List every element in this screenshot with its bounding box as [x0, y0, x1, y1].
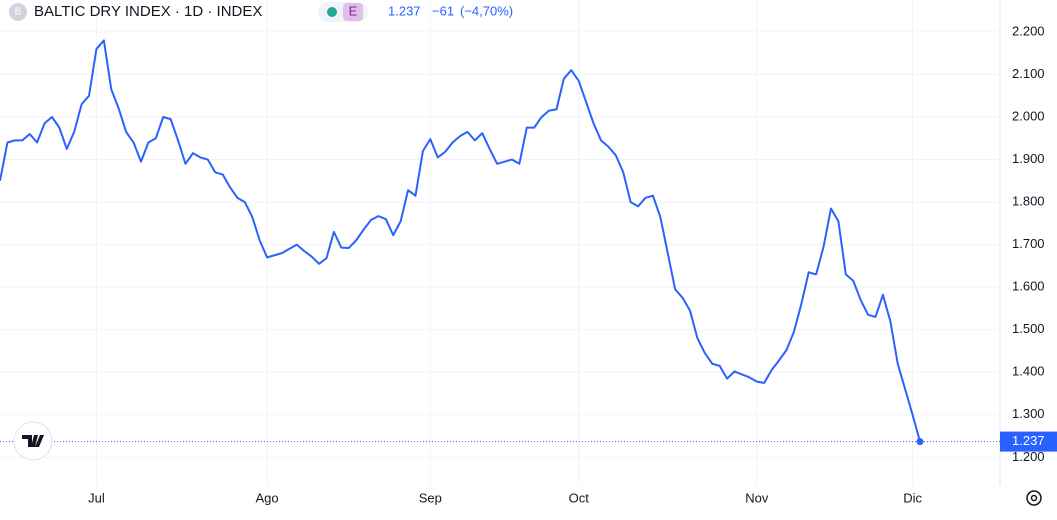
- y-tick-label: 1.700: [1012, 236, 1045, 251]
- change-pct: (−4,70%): [460, 3, 513, 18]
- settings-icon[interactable]: [1026, 490, 1042, 506]
- y-tick-label: 1.900: [1012, 151, 1045, 166]
- symbol: BALTIC DRY INDEX · 1D · INDEX: [34, 3, 262, 20]
- x-tick-label: Sep: [419, 490, 442, 505]
- badge-box: [343, 3, 363, 21]
- x-tick-label: Nov: [745, 490, 769, 505]
- logo-circle: [9, 3, 27, 21]
- y-tick-label: 1.600: [1012, 279, 1045, 294]
- x-tick-label: Jul: [88, 490, 105, 505]
- x-tick-label: Dic: [903, 490, 922, 505]
- y-tick-label: 1.300: [1012, 406, 1045, 421]
- y-tick-label: 1.500: [1012, 321, 1045, 336]
- y-tick-label: 2.100: [1012, 66, 1045, 81]
- logo: B: [15, 7, 22, 18]
- y-tick-label: 1.200: [1012, 449, 1045, 464]
- plot: 1.237: [0, 39, 1057, 452]
- x-tick-label: Ago: [256, 490, 279, 505]
- tv-logo: [22, 435, 44, 447]
- y-tick-label: 2.000: [1012, 108, 1045, 123]
- price-line: [0, 39, 921, 442]
- last-price: 1.237: [388, 3, 421, 18]
- y-tick-label: 1.800: [1012, 194, 1045, 209]
- settings-icon-center: [1030, 494, 1038, 502]
- change: −61: [432, 3, 454, 18]
- last-price-tag: [1000, 431, 1057, 452]
- grid: [0, 0, 1000, 485]
- last-point: [916, 438, 924, 446]
- y-tick-label: 2.200: [1012, 23, 1045, 38]
- badge: E: [349, 3, 358, 18]
- last-price-tag-label: 1.237: [1012, 433, 1045, 448]
- x-tick-label: Oct: [569, 490, 590, 505]
- y-tick-label: 1.400: [1012, 364, 1045, 379]
- status-dot: [327, 7, 337, 17]
